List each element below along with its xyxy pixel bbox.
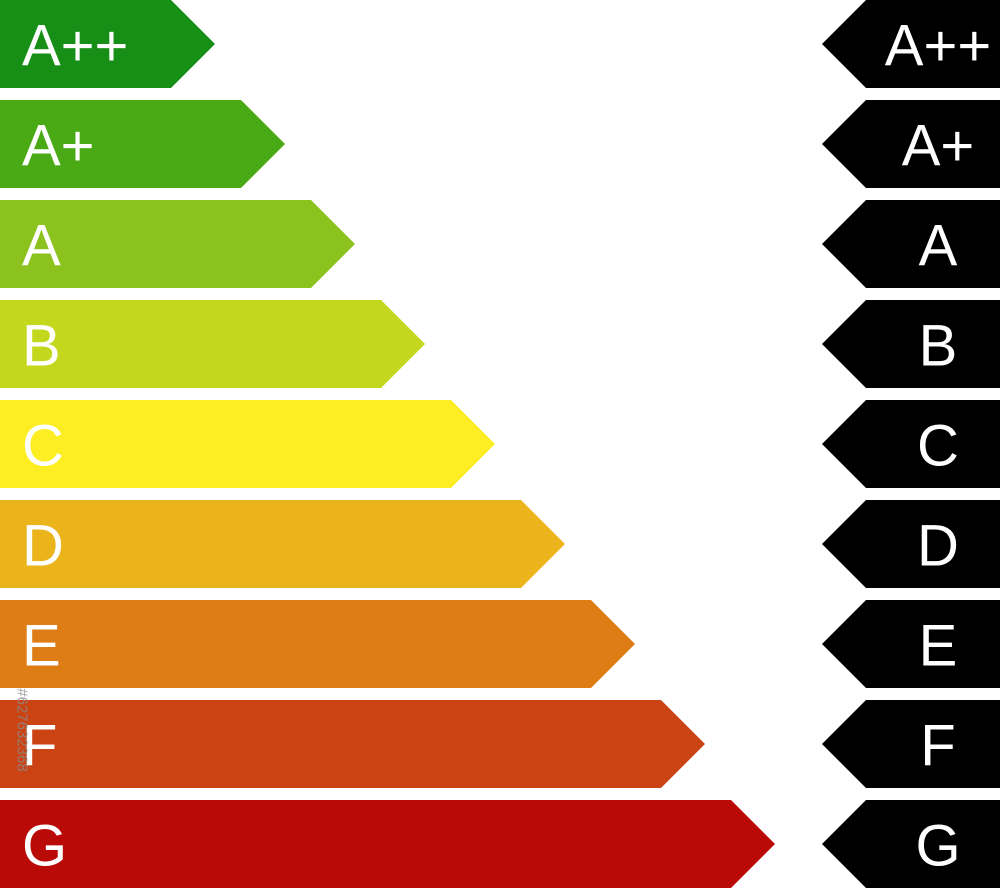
indicator-label: A++: [885, 14, 991, 79]
indicator-label: C: [917, 414, 959, 479]
indicator-label: A: [919, 214, 958, 279]
indicator-label: F: [920, 714, 955, 779]
rating-label: A++: [22, 14, 128, 79]
indicator-arrow: [822, 300, 1000, 388]
indicator-arrow: [822, 400, 1000, 488]
indicator-arrow: [822, 500, 1000, 588]
indicator-arrow: [822, 0, 1000, 88]
indicator-arrow: [822, 200, 1000, 288]
indicator-label: D: [917, 514, 959, 579]
rating-label: F: [22, 714, 57, 779]
rating-arrow: [0, 300, 425, 388]
rating-label: C: [22, 414, 64, 479]
indicator-label: G: [915, 814, 960, 879]
rating-arrow: [0, 600, 635, 688]
indicator-label: A+: [902, 114, 975, 179]
indicator-label: E: [919, 614, 958, 679]
indicator-label: B: [919, 314, 958, 379]
indicator-arrow: [822, 800, 1000, 888]
rating-arrow: [0, 0, 215, 88]
rating-label: A: [22, 214, 61, 279]
rating-arrow: [0, 200, 355, 288]
watermark-id: #627632368: [14, 688, 31, 771]
rating-label: A+: [22, 114, 95, 179]
rating-arrow: [0, 400, 495, 488]
indicator-arrow: [822, 100, 1000, 188]
rating-arrow: [0, 700, 705, 788]
rating-arrow: [0, 500, 565, 588]
rating-label: D: [22, 514, 64, 579]
rating-label: E: [22, 614, 61, 679]
rating-arrow: [0, 100, 285, 188]
rating-label: G: [22, 814, 67, 879]
rating-arrow: [0, 800, 775, 888]
indicator-arrow: [822, 600, 1000, 688]
rating-label: B: [22, 314, 61, 379]
indicator-arrow: [822, 700, 1000, 788]
